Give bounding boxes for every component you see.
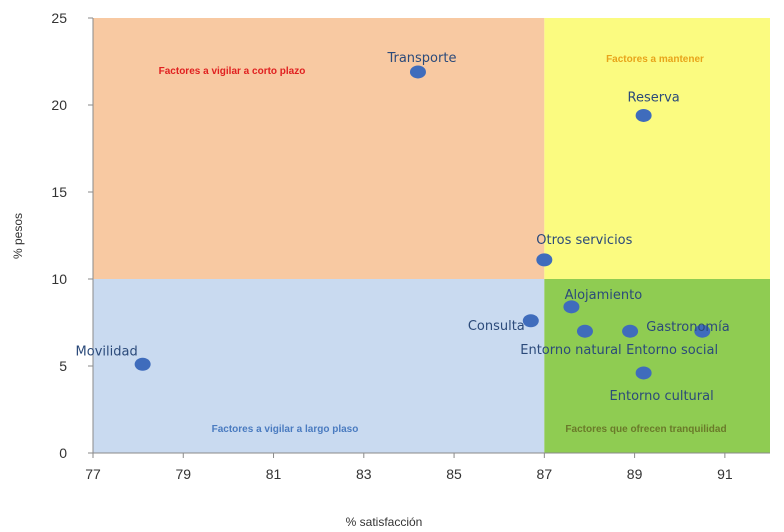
- data-point: [536, 253, 553, 267]
- data-point: [563, 300, 580, 314]
- quadrant-label-bottom-left: Factores a vigilar a largo plaso: [212, 424, 359, 435]
- data-point: [694, 324, 711, 338]
- data-label: Otros servicios: [536, 233, 632, 248]
- x-tick-label: 87: [537, 466, 553, 482]
- x-tick-label: 85: [446, 466, 462, 482]
- x-tick-label: 83: [356, 466, 372, 482]
- quadrant-label-top-right: Factores a mantener: [606, 54, 704, 65]
- data-label: Transporte: [386, 51, 456, 66]
- y-tick-label: 10: [51, 271, 67, 287]
- x-tick-label: 81: [266, 466, 282, 482]
- data-point: [522, 314, 539, 328]
- data-point: [622, 324, 639, 338]
- quadrant-bottom-right: [544, 279, 770, 453]
- data-point: [635, 108, 652, 122]
- data-point: [409, 65, 426, 79]
- data-point: [576, 324, 593, 338]
- y-tick-label: 5: [59, 358, 67, 374]
- quadrant-bottom-left: [93, 279, 545, 453]
- y-tick-label: 15: [51, 184, 67, 200]
- data-label: Gastronomía: [646, 320, 729, 335]
- y-tick-label: 20: [51, 97, 67, 113]
- data-label: Entorno natural: [520, 343, 621, 358]
- data-point: [635, 366, 652, 380]
- data-label: Entorno social: [626, 343, 718, 358]
- data-label: Entorno cultural: [610, 389, 714, 404]
- x-axis-title: % satisfacción: [346, 515, 423, 529]
- y-tick-label: 25: [51, 10, 67, 26]
- data-label: Reserva: [628, 90, 680, 105]
- data-point: [134, 357, 151, 371]
- quadrant-label-bottom-right: Factores que ofrecen tranquilidad: [565, 424, 726, 435]
- quadrant-label-top-left: Factores a vigilar a corto plazo: [159, 66, 306, 77]
- x-tick-label: 91: [717, 466, 733, 482]
- y-tick-label: 0: [59, 445, 67, 461]
- data-label: Alojamiento: [565, 288, 643, 303]
- x-tick-label: 79: [175, 466, 191, 482]
- x-tick-label: 77: [85, 466, 101, 482]
- y-axis-title: % pesos: [11, 213, 25, 259]
- data-label: Consulta: [468, 319, 525, 334]
- quadrant-top-left: [93, 18, 545, 279]
- data-label: Movilidad: [76, 344, 138, 359]
- quadrant-top-right: [544, 18, 770, 279]
- x-tick-label: 89: [627, 466, 643, 482]
